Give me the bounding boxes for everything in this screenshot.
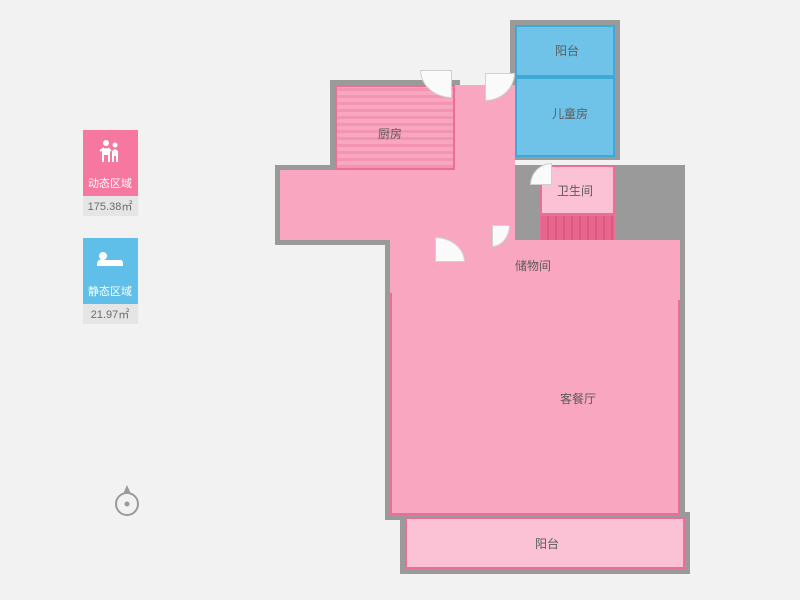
floorplan: 阳台儿童房厨房卫生间储物间客餐厅阳台 bbox=[280, 25, 710, 580]
room-label-storage: 储物间 bbox=[515, 257, 551, 274]
legend-static: 静态区域 21.97㎡ bbox=[80, 238, 140, 324]
sleep-icon bbox=[86, 238, 134, 280]
room-living bbox=[390, 275, 680, 515]
room-label-balcony_bottom: 阳台 bbox=[535, 535, 559, 552]
legend-static-label: 静态区域 bbox=[83, 280, 138, 304]
room-label-living: 客餐厅 bbox=[560, 390, 596, 407]
legend-panel: 动态区域 175.38㎡ 静态区域 21.97㎡ bbox=[80, 130, 140, 346]
room-label-bathroom: 卫生间 bbox=[557, 182, 593, 199]
room-label-kitchen: 厨房 bbox=[378, 125, 402, 142]
legend-dynamic-value: 175.38㎡ bbox=[83, 196, 138, 216]
fill-seam bbox=[470, 273, 680, 293]
fill-seam bbox=[390, 273, 470, 293]
legend-dynamic-label: 动态区域 bbox=[83, 172, 138, 196]
legend-dynamic: 动态区域 175.38㎡ bbox=[80, 130, 140, 216]
room-label-balcony_top: 阳台 bbox=[555, 42, 579, 59]
legend-static-value: 21.97㎡ bbox=[83, 304, 138, 324]
room-label-kids_room: 儿童房 bbox=[552, 105, 588, 122]
compass-icon bbox=[112, 485, 142, 515]
people-icon bbox=[86, 130, 134, 172]
